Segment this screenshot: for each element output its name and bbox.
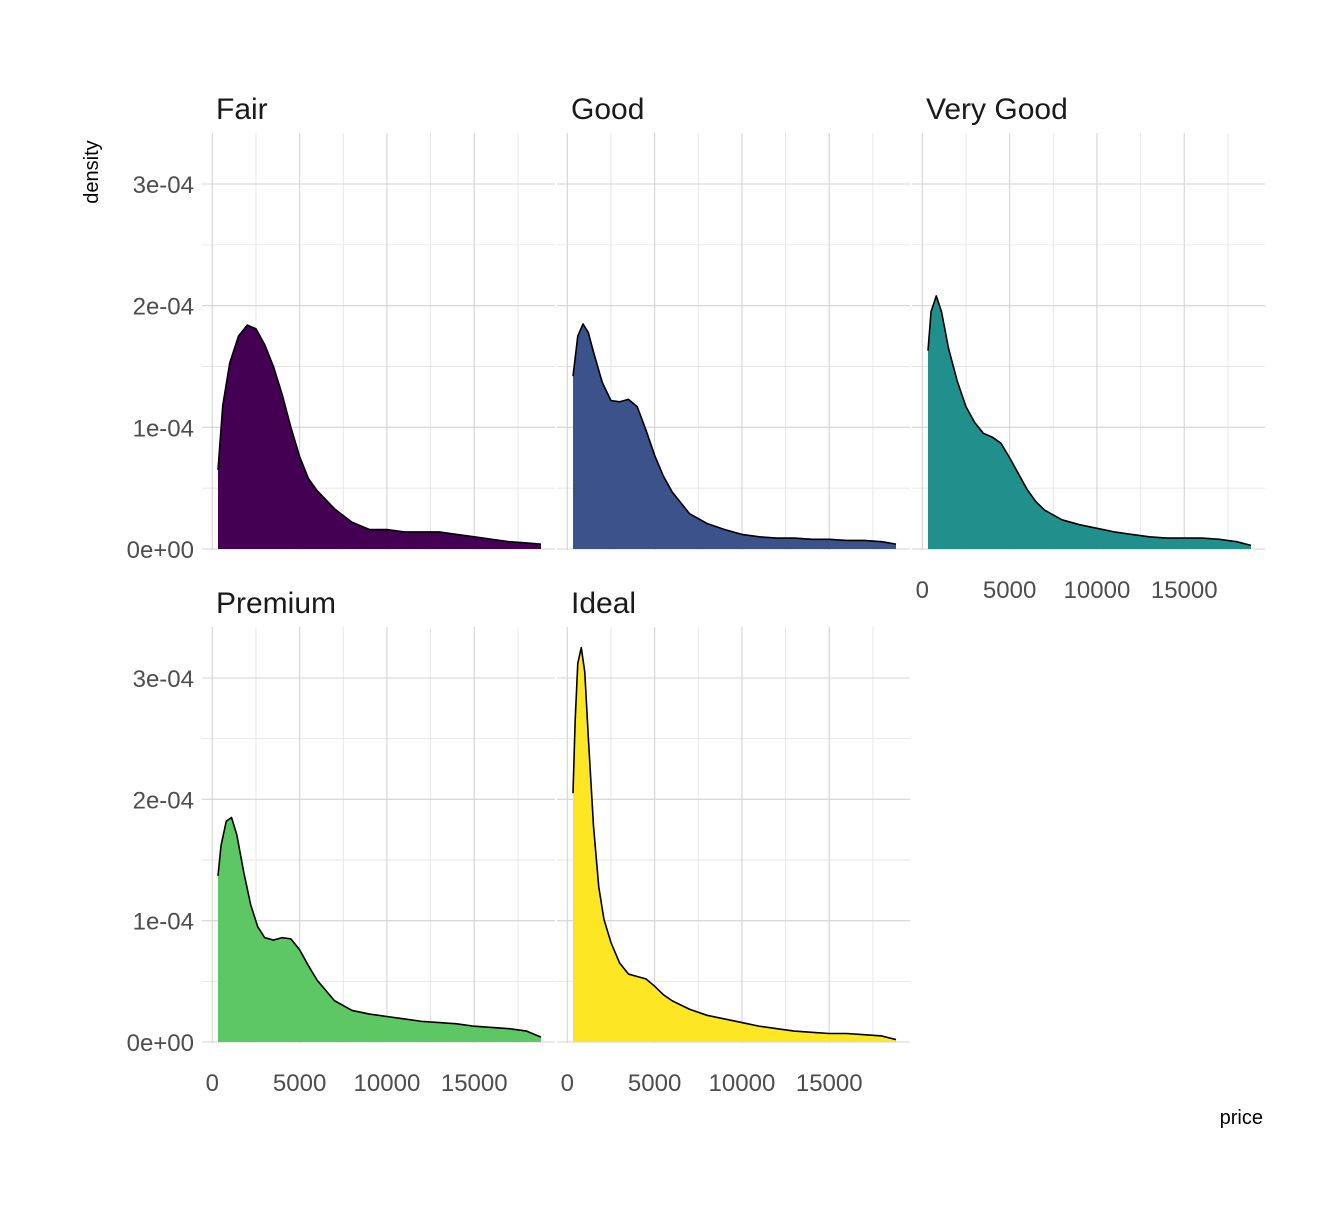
density-area: [218, 325, 541, 549]
x-tick-label: 15000: [1151, 577, 1218, 604]
x-tick-label: 15000: [796, 1070, 863, 1097]
x-tick-label: 0: [206, 1070, 219, 1097]
y-axis-title: density: [81, 140, 103, 203]
density-outline: [217, 816, 542, 1038]
density-area: [573, 647, 896, 1042]
x-tick-label: 5000: [983, 577, 1036, 604]
facet-panel-ideal: Ideal 0 5000 10000 15000: [557, 587, 910, 1097]
density-outline: [572, 646, 897, 1041]
density-outline: [572, 323, 897, 545]
facet-strip-label: Premium: [216, 587, 336, 620]
density-area: [573, 323, 896, 549]
y-tick-label: 2e-04: [133, 294, 194, 321]
x-tick-label: 0: [561, 1070, 574, 1097]
x-tick-label: 5000: [628, 1070, 681, 1097]
y-tick-label: 0e+00: [127, 537, 194, 564]
x-tick-label: 10000: [709, 1070, 776, 1097]
y-tick-label: 3e-04: [133, 666, 194, 693]
facet-panel-very-good: Very Good 0 5000 10000 15000: [912, 93, 1265, 604]
density-area: [218, 817, 541, 1042]
y-tick-label: 3e-04: [133, 172, 194, 199]
x-tick-label: 5000: [273, 1070, 326, 1097]
y-tick-label: 1e-04: [133, 415, 194, 442]
x-tick-label: 10000: [354, 1070, 421, 1097]
facet-panel-good: Good: [557, 93, 910, 550]
facet-panel-premium: Premium 0e+00 1e-04 2e-04 3e-04 0 5000 10000 150…: [127, 587, 555, 1097]
x-tick-label: 10000: [1064, 577, 1131, 604]
facet-strip-label: Very Good: [926, 93, 1068, 126]
density-outline: [217, 324, 542, 545]
x-tick-label: 15000: [441, 1070, 508, 1097]
density-area: [928, 295, 1251, 549]
density-outline: [927, 295, 1252, 547]
y-tick-label: 0e+00: [127, 1030, 194, 1057]
y-tick-label: 1e-04: [133, 909, 194, 936]
facet-strip-label: Fair: [216, 93, 268, 126]
x-tick-label: 0: [916, 577, 929, 604]
facet-panel-fair: Fair 0e+00 1e-04 2e-04 3e-04: [127, 93, 555, 564]
facet-strip-label: Good: [571, 93, 644, 126]
facet-strip-label: Ideal: [571, 587, 636, 620]
x-axis-title: price: [1220, 1107, 1263, 1129]
y-tick-label: 2e-04: [133, 787, 194, 814]
